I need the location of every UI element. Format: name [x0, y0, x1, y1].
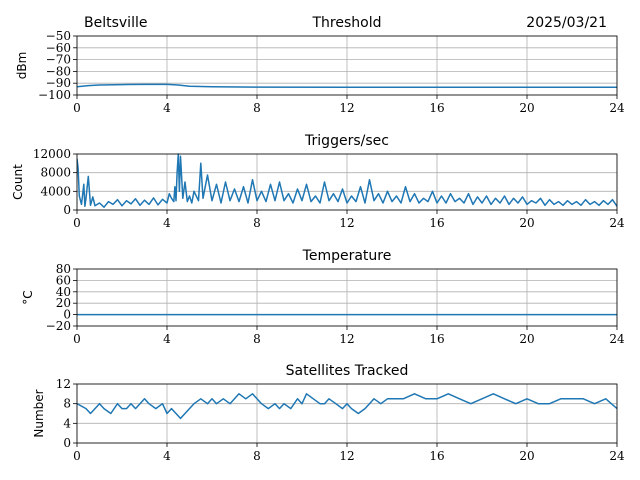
x-tick-label: 24: [609, 216, 625, 230]
x-tick-label: 24: [609, 101, 625, 115]
x-tick-label: 4: [163, 449, 171, 463]
panel-title: Triggers/sec: [304, 133, 389, 149]
x-tick-label: 20: [519, 101, 534, 115]
x-tick-label: 12: [339, 216, 354, 230]
x-tick-label: 12: [339, 449, 354, 463]
x-tick-label: 16: [429, 449, 444, 463]
chart-panel-2: 0 4 8 12 16 20 24 0 4000 8000 12000 Triggers/sec Cou…: [11, 133, 625, 230]
chart-panel-1: 0 4 8 12 16 20 24 −100−90−80−70−60−50 Threshold d…: [15, 15, 625, 115]
x-tick-label: 12: [339, 101, 354, 115]
y-tick-label: 8: [63, 397, 71, 411]
y-axis-label: Count: [11, 164, 25, 200]
station-name: Beltsville: [84, 15, 147, 31]
y-tick-label: 60: [56, 273, 71, 287]
series-line: [77, 153, 617, 208]
y-tick-label: −70: [46, 53, 71, 67]
x-tick-label: 20: [519, 216, 534, 230]
x-tick-label: 0: [73, 449, 81, 463]
y-tick-label: −90: [46, 76, 71, 90]
y-axis-label: dBm: [15, 52, 29, 80]
chart-panel-4: 0 4 8 12 16 20 24 0 4 8 12 Satellites Tracked Number: [32, 363, 625, 463]
panel-title: Temperature: [302, 248, 392, 264]
x-tick-label: 4: [163, 332, 171, 346]
y-tick-label: 12000: [33, 147, 71, 161]
y-tick-label: 12: [56, 377, 71, 391]
y-axis-label: Number: [32, 389, 46, 437]
x-tick-label: 24: [609, 332, 625, 346]
chart-panels: 0 4 8 12 16 20 24 −100−90−80−70−60−50 Threshold d…: [11, 15, 625, 463]
y-tick-label: 80: [56, 262, 71, 276]
x-tick-label: 24: [609, 449, 625, 463]
y-tick-label: 0: [63, 203, 71, 217]
x-tick-label: 8: [253, 216, 261, 230]
y-tick-label: 4000: [40, 184, 71, 198]
y-tick-label: 4: [63, 416, 71, 430]
x-tick-label: 0: [73, 101, 81, 115]
y-tick-label: −80: [46, 64, 71, 78]
x-tick-label: 20: [519, 332, 534, 346]
x-tick-label: 16: [429, 216, 444, 230]
y-tick-label: −100: [38, 88, 71, 102]
y-tick-label: 40: [56, 285, 71, 299]
y-tick-label: 0: [63, 308, 71, 322]
y-tick-label: −50: [46, 29, 71, 43]
y-tick-label: 20: [56, 296, 71, 310]
y-tick-label: −60: [46, 41, 71, 55]
panel-title: Satellites Tracked: [286, 363, 409, 379]
x-tick-label: 0: [73, 332, 81, 346]
y-tick-label: −20: [46, 319, 71, 333]
figure-header: Beltsville 2025/03/21: [84, 15, 607, 31]
x-tick-label: 8: [253, 449, 261, 463]
x-tick-label: 16: [429, 332, 444, 346]
x-tick-label: 0: [73, 216, 81, 230]
series-line: [77, 393, 617, 420]
x-tick-label: 12: [339, 332, 354, 346]
series-line: [77, 83, 617, 89]
x-tick-label: 8: [253, 332, 261, 346]
x-tick-label: 8: [253, 101, 261, 115]
y-tick-label: 8000: [40, 166, 71, 180]
x-tick-label: 4: [163, 216, 171, 230]
panel-title: Threshold: [312, 15, 382, 31]
x-tick-label: 4: [163, 101, 171, 115]
date-label: 2025/03/21: [526, 15, 607, 31]
y-tick-label: 0: [63, 436, 71, 450]
x-tick-label: 16: [429, 101, 444, 115]
y-axis-label: °C: [21, 290, 35, 304]
x-tick-label: 20: [519, 449, 534, 463]
